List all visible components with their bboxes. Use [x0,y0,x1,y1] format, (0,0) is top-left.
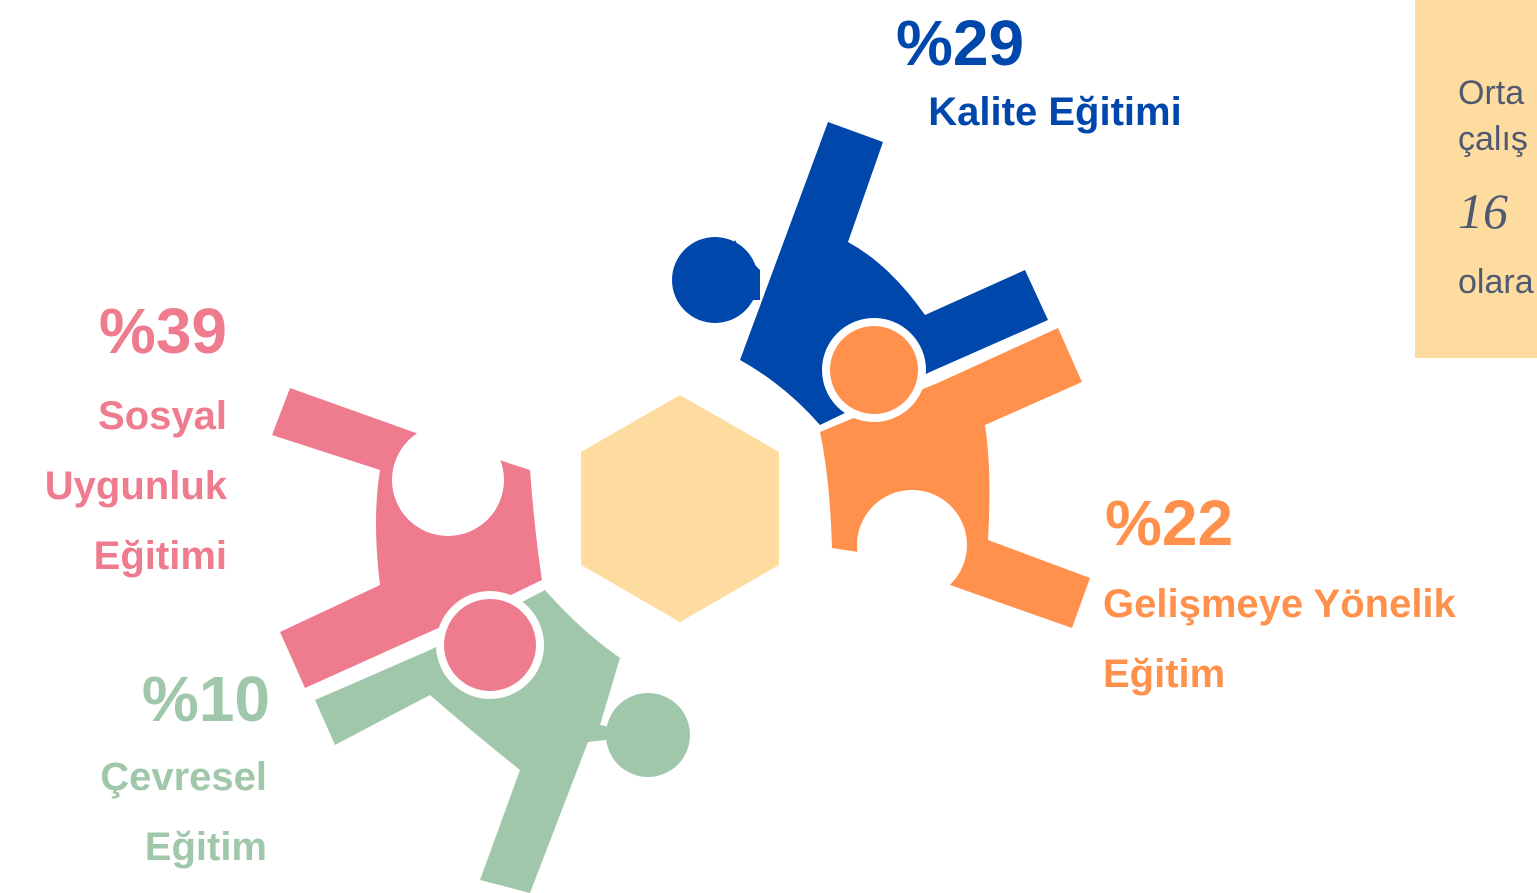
note-box [1415,0,1537,358]
group-label: Eğitimi [94,534,227,578]
group-label: Uygunluk [45,464,228,508]
group-label: Çevresel [100,755,267,799]
center-hexagon [581,395,779,622]
note-text: çalış [1458,120,1528,158]
note-text: olara [1458,263,1534,301]
group-label: Eğitim [1103,652,1225,696]
percent-label: %10 [142,663,270,735]
orange-figure [820,322,1090,628]
infographic: %29 Kalite Eğitimi %39 Sosyal Uygunluk Eğitim… [0,0,1537,893]
note-text: Orta [1458,74,1524,112]
percent-label: %22 [1105,487,1233,559]
percent-label: %39 [99,295,227,367]
percent-label: %29 [896,7,1024,79]
group-label: Kalite Eğitimi [928,90,1181,134]
group-label: Sosyal [98,394,227,438]
note-text: 16 [1458,183,1508,239]
group-label: Eğitim [145,825,267,869]
group-label: Gelişmeye Yönelik [1103,582,1457,626]
